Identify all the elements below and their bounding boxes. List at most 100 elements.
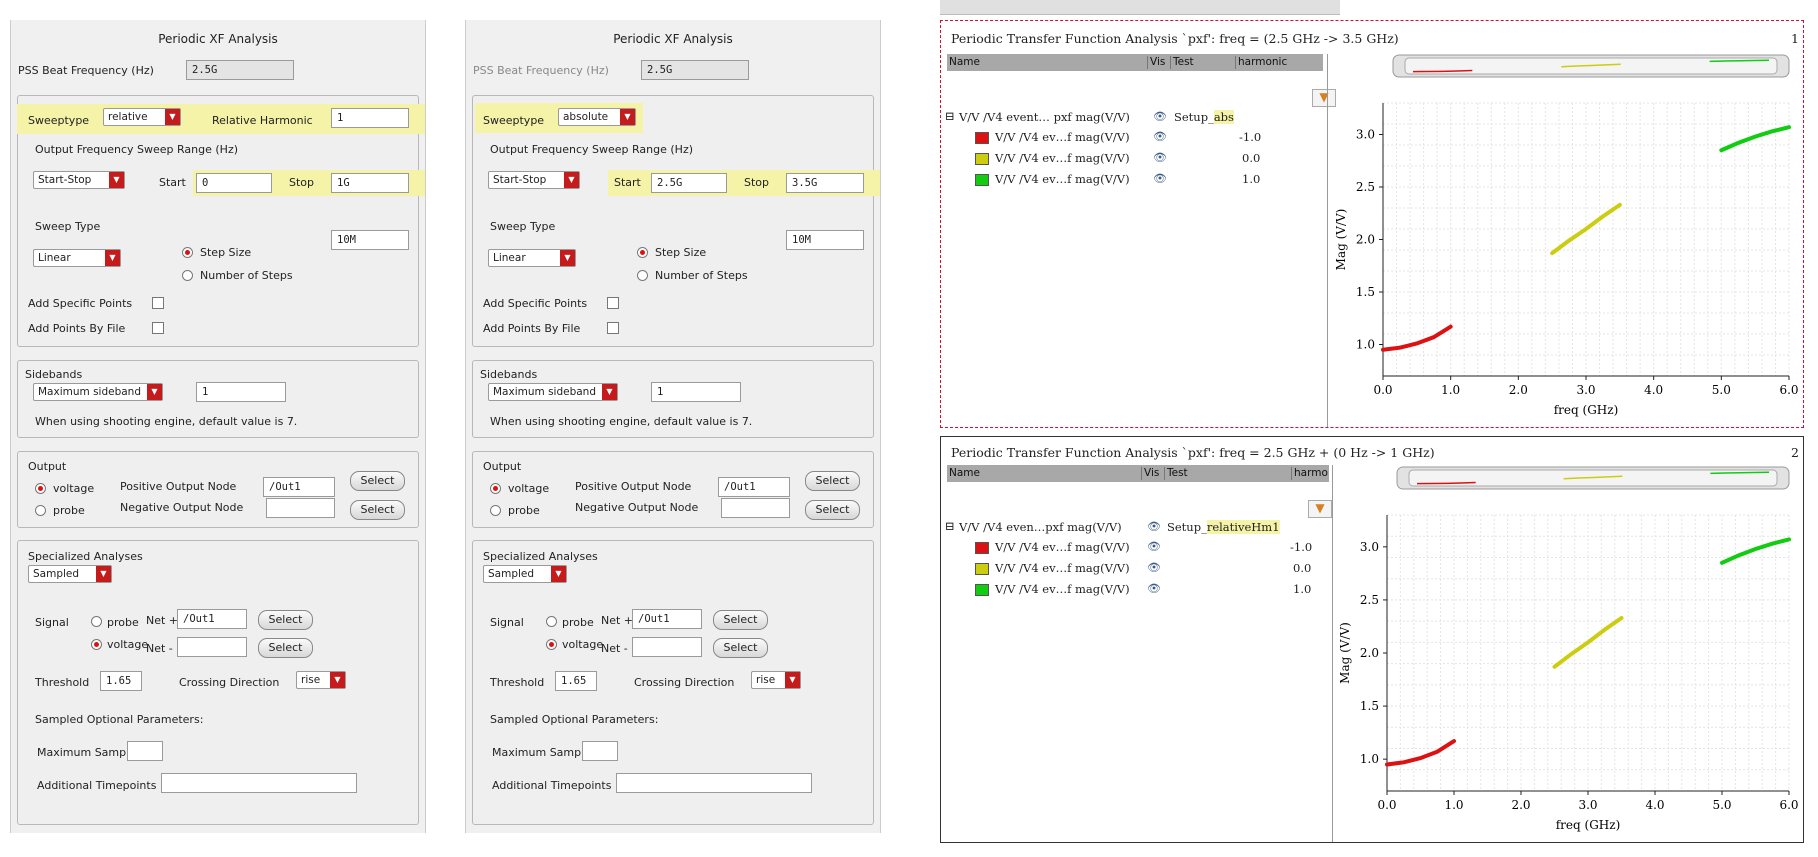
sweeptype-combo[interactable]: relative ▼ [103,108,181,126]
eye-icon[interactable]: 👁 [1147,561,1161,574]
col-vis[interactable]: Vis [1142,467,1165,480]
add-points-checkbox[interactable] [607,297,619,309]
probe-radio[interactable] [490,505,501,516]
sweep-type-combo[interactable]: Linear ▼ [33,249,121,267]
sweeptype-label: Sweeptype [28,114,90,127]
eye-icon[interactable]: 👁 [1153,110,1167,123]
net-plus-field[interactable]: /Out1 [632,609,702,629]
tree-collapse-icon[interactable]: ⊟ [945,109,955,123]
beat-field[interactable]: 2.5G [641,60,749,80]
filter-icon[interactable]: ▼ [1312,89,1336,107]
voltage-radio[interactable] [35,483,46,494]
sidebands-field[interactable]: 1 [651,382,741,402]
add-timepoints-field[interactable] [161,773,357,793]
select-pos-button[interactable]: Select [805,471,860,491]
stop-field[interactable]: 1G [331,173,409,193]
select-net-minus-button[interactable]: Select [713,638,768,658]
trace-name[interactable]: V/V /V4 ev…f mag(V/V) [995,151,1130,165]
sidebands-field[interactable]: 1 [196,382,286,402]
trace-parent-name[interactable]: V/V /V4 even…pxf mag(V/V) [959,520,1122,534]
trace-name[interactable]: V/V /V4 ev…f mag(V/V) [995,172,1130,186]
trace-name[interactable]: V/V /V4 ev…f mag(V/V) [995,561,1130,575]
select-pos-button[interactable]: Select [350,471,405,491]
select-neg-button[interactable]: Select [350,500,405,520]
crossing-combo[interactable]: rise ▼ [296,671,346,689]
trace-parent-name[interactable]: V/V /V4 event… pxf mag(V/V) [959,110,1130,124]
net-minus-field[interactable] [632,637,702,657]
select-net-plus-button[interactable]: Select [258,610,313,630]
eye-icon[interactable]: 👁 [1147,582,1161,595]
form-title: Periodic XF Analysis [613,32,733,46]
range-mode-combo[interactable]: Start-Stop ▼ [488,171,580,189]
net-minus-label: Net - [146,642,173,655]
select-net-minus-button[interactable]: Select [258,638,313,658]
subwindow-2[interactable]: Periodic Transfer Function Analysis `pxf… [940,436,1804,843]
start-field[interactable]: 2.5G [651,173,727,193]
sweeptype-combo[interactable]: absolute ▼ [558,108,636,126]
eye-icon[interactable]: 👁 [1147,520,1161,533]
eye-icon[interactable]: 👁 [1153,130,1167,143]
pos-node-field[interactable]: /Out1 [718,477,790,497]
num-steps-radio[interactable] [637,270,648,281]
trace-name[interactable]: V/V /V4 ev…f mag(V/V) [995,582,1130,596]
beat-field[interactable]: 2.5G [186,60,294,80]
signal-voltage-radio[interactable] [546,639,557,650]
eye-icon[interactable]: 👁 [1153,172,1167,185]
net-minus-field[interactable] [177,637,247,657]
sweep-section [472,95,874,347]
col-harmonic[interactable]: harmor [1294,467,1328,479]
splitter[interactable] [1327,54,1328,427]
output-label: Output [483,460,522,473]
eye-icon[interactable]: 👁 [1147,540,1161,553]
sidebands-combo[interactable]: Maximum sideband ▼ [33,383,163,401]
max-sample-field[interactable] [127,741,163,761]
signal-probe-radio[interactable] [546,616,557,627]
add-timepoints-field[interactable] [616,773,812,793]
rel-harm-field[interactable]: 1 [331,108,409,128]
num-steps-radio[interactable] [182,270,193,281]
crossing-combo[interactable]: rise ▼ [751,671,801,689]
step-size-radio[interactable] [637,247,648,258]
start-field[interactable]: 0 [196,173,272,193]
col-vis[interactable]: Vis [1148,56,1171,69]
threshold-field[interactable]: 1.65 [100,671,142,691]
signal-voltage-radio[interactable] [91,639,102,650]
sweep-type-combo[interactable]: Linear ▼ [488,249,576,267]
spec-combo[interactable]: Sampled ▼ [28,565,112,583]
col-harmonic[interactable]: harmonic [1238,56,1288,68]
plot-2[interactable]: 0.0 1.0 2.0 3.0 4.0 5.0 6.0 1.0 1.5 2.0 2.5 3.0 freq… [1335,463,1799,841]
sidebands-combo[interactable]: Maximum sideband ▼ [488,383,618,401]
add-points-checkbox[interactable] [152,297,164,309]
step-size-radio[interactable] [182,247,193,258]
col-test[interactable]: Test [1171,56,1236,69]
step-field[interactable]: 10M [331,230,409,250]
step-field[interactable]: 10M [786,230,864,250]
spec-combo[interactable]: Sampled ▼ [483,565,567,583]
signal-probe-radio[interactable] [91,616,102,627]
trace-name[interactable]: V/V /V4 ev…f mag(V/V) [995,130,1130,144]
plot-1[interactable]: 0.0 1.0 2.0 3.0 4.0 5.0 6.0 1.0 1.5 2.0 2.5 3.0 freq… [1331,51,1799,426]
voltage-radio[interactable] [490,483,501,494]
col-name[interactable]: Name [947,467,1142,480]
filter-icon[interactable]: ▼ [1308,500,1332,518]
max-sample-field[interactable] [582,741,618,761]
col-name[interactable]: Name [947,56,1148,69]
threshold-field[interactable]: 1.65 [555,671,597,691]
select-net-plus-button[interactable]: Select [713,610,768,630]
splitter[interactable] [1332,465,1333,842]
probe-radio[interactable] [35,505,46,516]
trace-name[interactable]: V/V /V4 ev…f mag(V/V) [995,540,1130,554]
eye-icon[interactable]: 👁 [1153,151,1167,164]
select-neg-button[interactable]: Select [805,500,860,520]
pos-node-field[interactable]: /Out1 [263,477,335,497]
col-test[interactable]: Test [1165,467,1292,480]
tree-collapse-icon[interactable]: ⊟ [945,519,955,533]
net-plus-field[interactable]: /Out1 [177,609,247,629]
subwindow-1[interactable]: Periodic Transfer Function Analysis `pxf… [940,20,1804,428]
add-file-checkbox[interactable] [607,322,619,334]
stop-field[interactable]: 3.5G [786,173,864,193]
neg-node-field[interactable] [266,498,335,518]
neg-node-field[interactable] [721,498,790,518]
range-mode-combo[interactable]: Start-Stop ▼ [33,171,125,189]
add-file-checkbox[interactable] [152,322,164,334]
